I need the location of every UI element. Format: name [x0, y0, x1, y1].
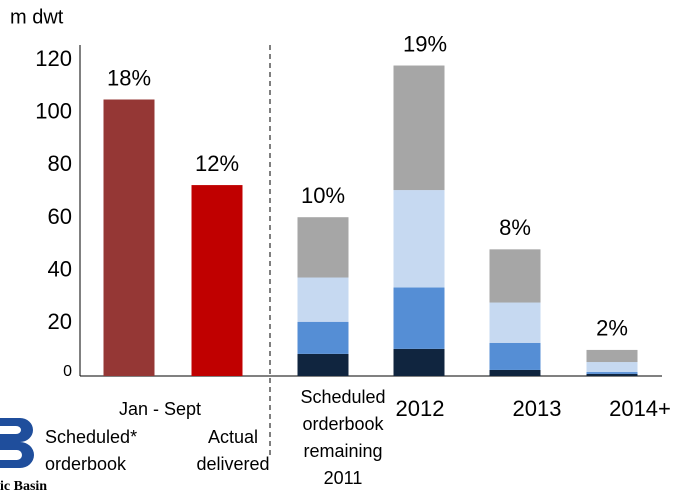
bar-segment [297, 353, 349, 376]
bar-segment [586, 362, 638, 373]
annotation: 10% [301, 183, 345, 208]
bar-segment [489, 302, 541, 343]
bar-segment [489, 342, 541, 370]
y-tick-label: 0 [63, 363, 72, 380]
x-tick-label: Scheduled orderbook remaining 2011 [300, 387, 385, 488]
x-tick-label-line: 2013 [513, 396, 562, 421]
bar-segment [103, 99, 155, 376]
annotation: 18% [107, 65, 151, 90]
bar-segment [297, 217, 349, 278]
x-tick-label-line: 2012 [396, 396, 445, 421]
annotation: 12% [195, 151, 239, 176]
annotation: 19% [403, 31, 447, 56]
bar-segment [586, 373, 638, 376]
x-tick-label-line: Actual [208, 427, 258, 447]
annotation: 8% [499, 215, 531, 240]
y-tick-label: 20 [48, 309, 72, 334]
x-tick-label: 2014+ [609, 396, 671, 421]
y-tick-label: 60 [48, 204, 72, 229]
group-label: Jan - Sept [119, 399, 201, 419]
x-tick-label-line: Scheduled* [45, 427, 137, 447]
annotation: 2% [596, 316, 628, 341]
y-tick-label: 100 [35, 98, 72, 123]
x-tick-label-line: delivered [196, 454, 269, 474]
logo [0, 418, 34, 468]
bar-segment [297, 321, 349, 354]
bar-segment [489, 369, 541, 376]
unit-label: m dwt [10, 6, 64, 28]
y-tick-label: 80 [48, 151, 72, 176]
y-tick-label: 40 [48, 256, 72, 281]
x-tick-label: 2013 [513, 396, 562, 421]
bar-segment [489, 249, 541, 303]
x-tick-label: Actual delivered [196, 427, 269, 474]
bar-segment [586, 349, 638, 363]
bar-segment [393, 287, 445, 349]
bar-segment [297, 277, 349, 322]
bar-segment [191, 185, 243, 376]
x-tick-label: 2012 [396, 396, 445, 421]
x-tick-label-line: Scheduled [300, 387, 385, 407]
x-tick-label-line: 2014+ [609, 396, 671, 421]
x-tick-label-line: 2011 [324, 468, 363, 488]
x-tick-label-line: orderbook [302, 414, 384, 434]
logo-text: ic Basin [0, 479, 47, 494]
bar-segment [393, 190, 445, 288]
bar-segment [393, 65, 445, 191]
x-tick-label-line: orderbook [45, 454, 127, 474]
x-tick-label: Scheduled* orderbook [45, 427, 137, 474]
y-tick-label: 120 [35, 46, 72, 71]
bar-segment [393, 348, 445, 376]
x-tick-label-line: remaining [303, 441, 382, 461]
bar-segment [586, 372, 638, 374]
